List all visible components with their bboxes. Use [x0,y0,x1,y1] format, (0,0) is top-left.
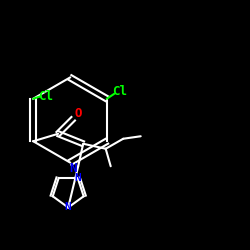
Text: N: N [65,202,71,212]
Text: N: N [70,162,77,175]
Text: O: O [74,107,82,120]
Text: Cl: Cl [112,85,127,98]
Text: Cl: Cl [38,90,53,103]
Text: N: N [74,173,81,183]
